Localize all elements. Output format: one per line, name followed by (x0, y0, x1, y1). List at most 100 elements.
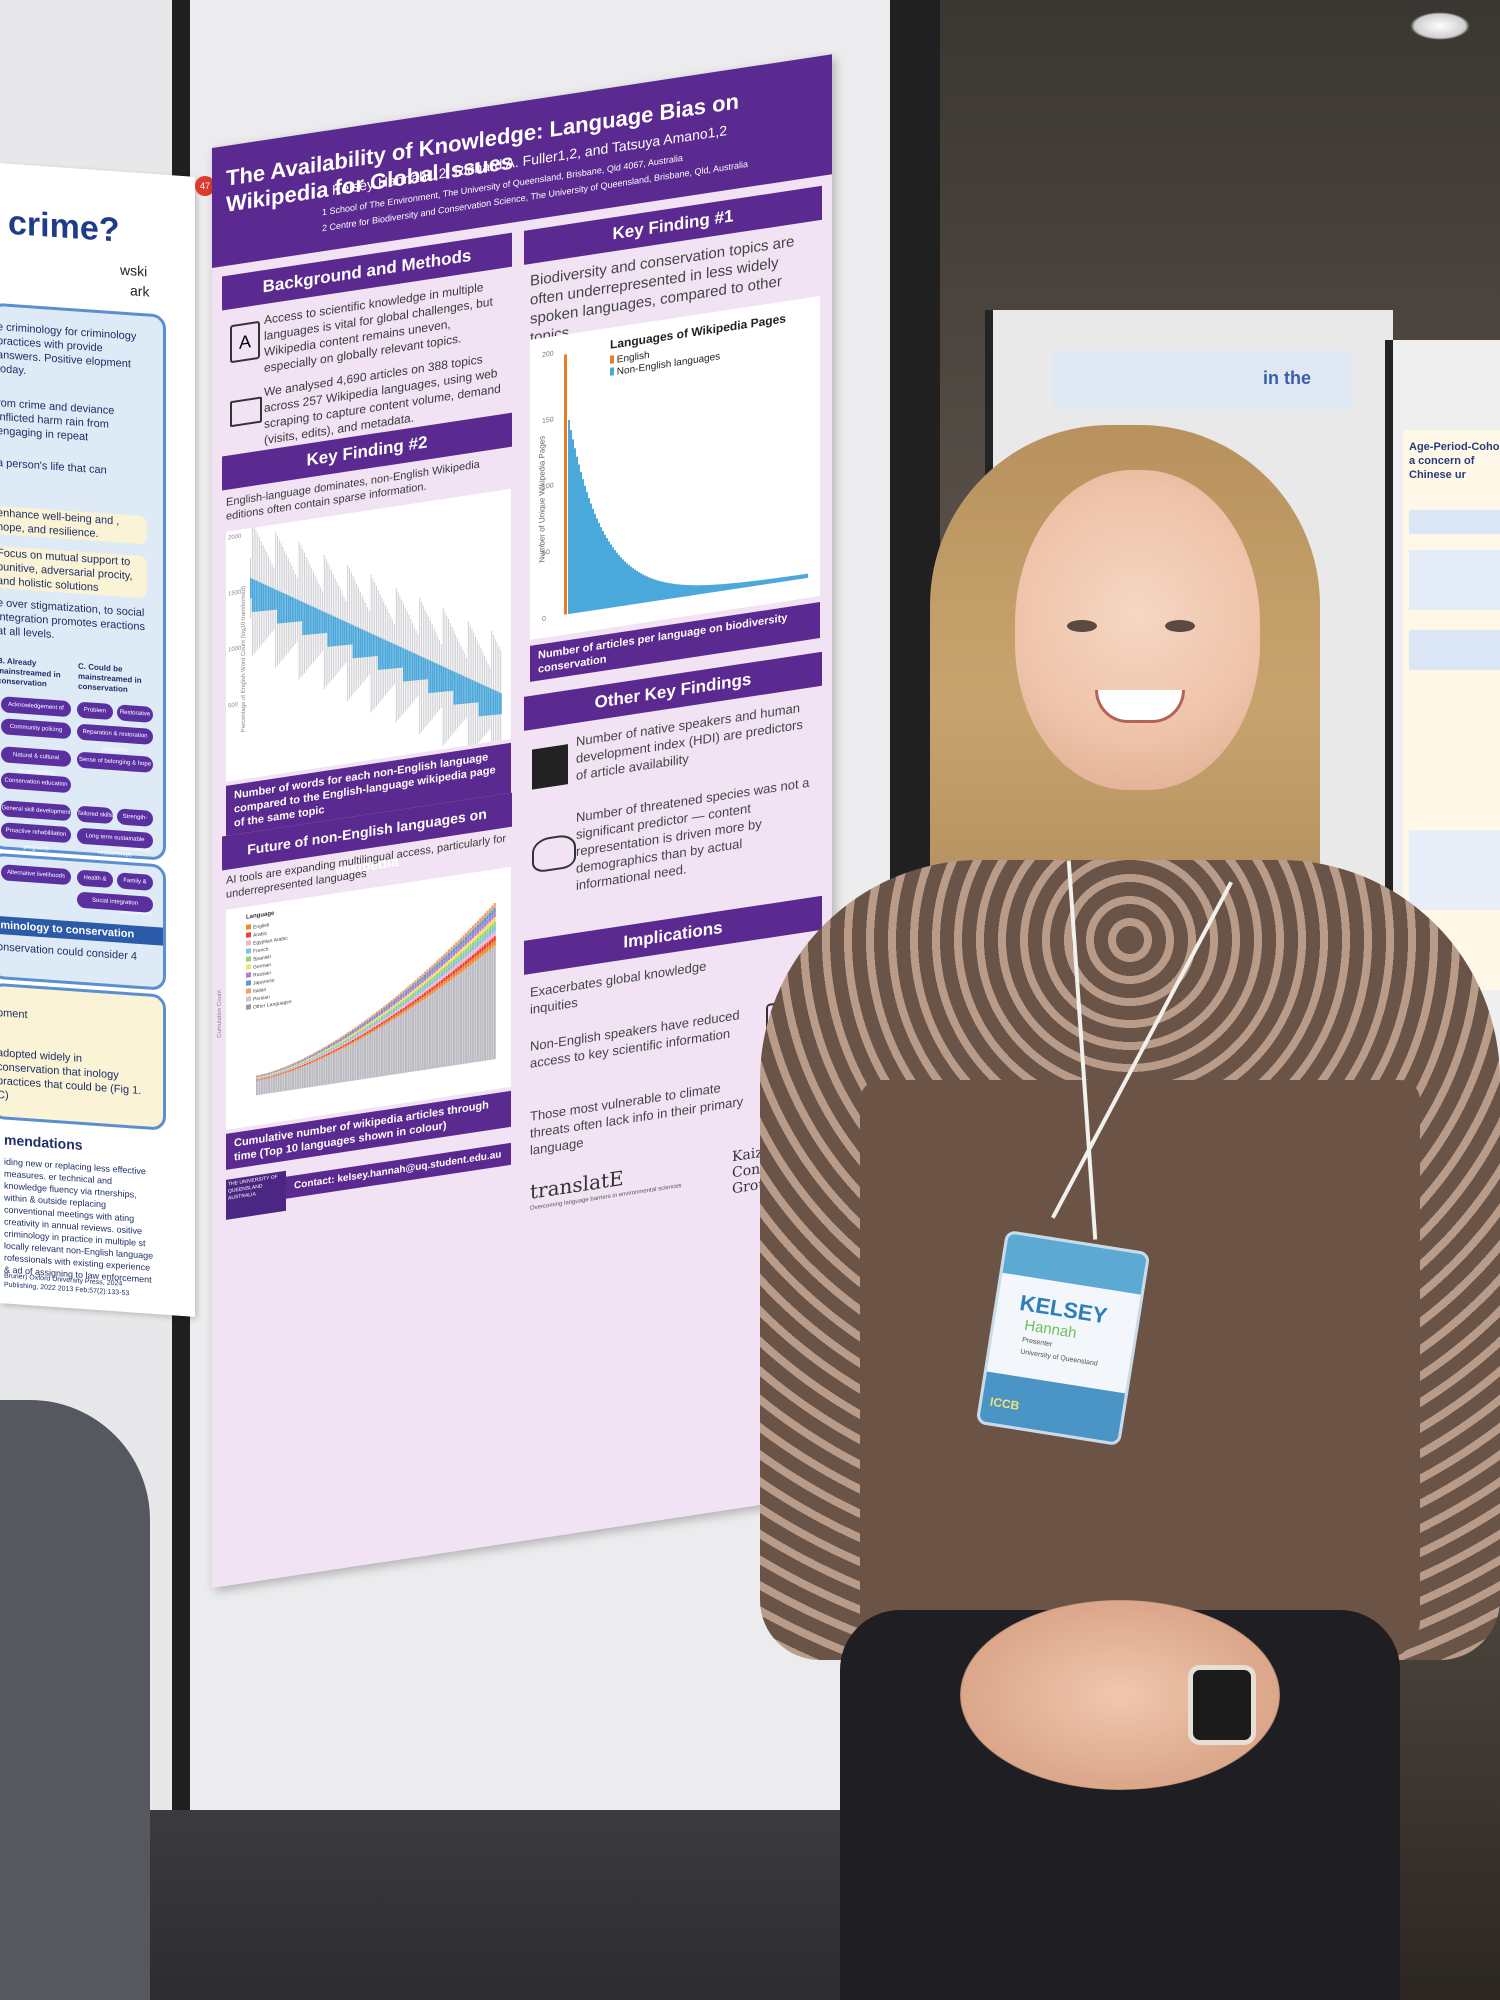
language-area (366, 1029, 369, 1032)
language-area (313, 1058, 316, 1060)
language-area (330, 1050, 333, 1052)
language-area (443, 957, 446, 961)
language-area (368, 1031, 372, 1034)
language-area (275, 1072, 278, 1074)
language-area (431, 974, 434, 978)
language-bar (410, 651, 412, 681)
left-poster-author: wski (120, 261, 148, 280)
language-area (347, 1031, 350, 1034)
non-english-bar (782, 576, 784, 582)
language-area (356, 1028, 360, 1031)
non-english-bar (622, 559, 624, 606)
language-area (354, 1028, 357, 1031)
language-area (308, 1058, 312, 1061)
language-area (486, 924, 489, 930)
other-languages-area (265, 1078, 268, 1094)
language-area (469, 927, 472, 933)
language-area (467, 946, 470, 951)
language-area (325, 1047, 328, 1050)
implications-p3: Those most vulnerable to climate threats… (530, 1080, 744, 1158)
language-area (481, 915, 484, 921)
language-bar (460, 674, 463, 705)
language-area (395, 1012, 398, 1016)
language-area (392, 1016, 396, 1020)
language-bar (289, 596, 292, 623)
non-english-bar (568, 419, 570, 615)
non-english-bar (694, 585, 696, 596)
language-bar (311, 606, 313, 635)
language-area (292, 1067, 295, 1070)
language-area (376, 1019, 379, 1022)
language-area (455, 942, 458, 947)
language-area (390, 1013, 393, 1017)
language-area (299, 1062, 302, 1064)
other-languages-area (313, 1061, 316, 1087)
language-area (416, 994, 420, 998)
language-area (313, 1055, 316, 1057)
foreground-person-shoulder (0, 1400, 150, 2000)
language-area (400, 1006, 403, 1010)
other-languages-area (402, 1012, 405, 1074)
other-languages-area (275, 1075, 278, 1093)
language-area (421, 985, 424, 989)
language-area (390, 1015, 393, 1019)
language-area (373, 1015, 376, 1018)
language-area (316, 1058, 319, 1060)
language-area (359, 1025, 362, 1028)
other-languages-area (311, 1062, 314, 1087)
language-bar (313, 606, 315, 635)
language-area (270, 1074, 273, 1076)
language-area (292, 1063, 295, 1066)
language-area (491, 919, 494, 925)
language-area (390, 1002, 393, 1005)
language-area (388, 1017, 391, 1021)
other-languages-area (289, 1071, 292, 1091)
non-english-bar (662, 581, 664, 600)
other-languages-area (301, 1066, 304, 1089)
language-area (289, 1067, 292, 1069)
language-area (395, 1000, 398, 1004)
language-area (380, 1009, 384, 1013)
language-area (484, 917, 487, 923)
language-bar (385, 640, 387, 670)
language-area (431, 980, 434, 985)
language-area (352, 1031, 355, 1034)
language-area (491, 928, 494, 934)
language-area (270, 1076, 273, 1078)
language-area (390, 1000, 393, 1003)
language-area (318, 1054, 321, 1056)
language-area (390, 1009, 393, 1012)
language-area (383, 1005, 386, 1009)
language-bar (453, 671, 455, 705)
language-area (440, 966, 444, 970)
language-area (270, 1072, 273, 1074)
language-area (443, 981, 446, 985)
language-area (282, 1072, 285, 1074)
language-area (452, 951, 456, 956)
language-area (392, 1002, 396, 1006)
language-area (486, 942, 489, 948)
language-area (397, 996, 400, 1000)
non-english-bar (592, 508, 594, 611)
language-area (371, 1024, 374, 1027)
language-area (397, 1006, 400, 1009)
language-bar (363, 630, 365, 658)
language-area (448, 966, 451, 971)
language-area (256, 1078, 259, 1080)
language-bar (305, 603, 308, 635)
language-area (493, 917, 496, 923)
left-poster-pill: Natural & cultural reconnections (1, 746, 71, 777)
cumulative-chart-svg (256, 902, 496, 1096)
language-area (325, 1052, 328, 1055)
non-english-bar (744, 581, 746, 588)
language-area (282, 1067, 285, 1069)
language-area (440, 972, 444, 977)
language-area (301, 1063, 304, 1066)
non-english-bar (660, 581, 662, 601)
language-bar (417, 654, 419, 681)
language-area (419, 981, 422, 985)
language-area (476, 929, 480, 934)
language-area (275, 1070, 278, 1072)
left-poster-recommendations: iding new or replacing less effective me… (4, 1156, 154, 1285)
language-area (380, 1020, 384, 1023)
